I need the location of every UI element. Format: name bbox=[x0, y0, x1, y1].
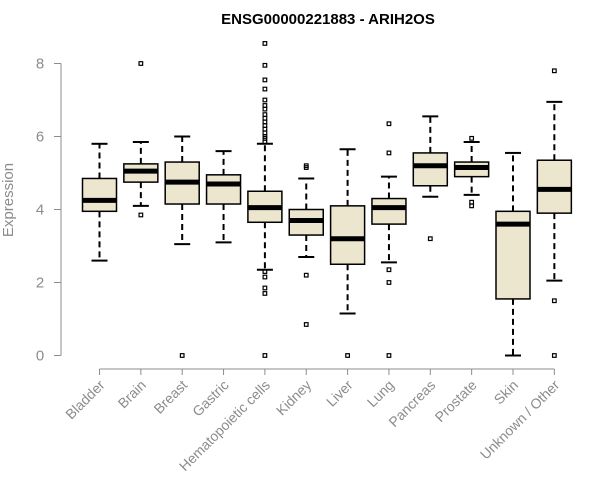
outlier-point bbox=[262, 269, 268, 274]
box-group bbox=[453, 135, 490, 209]
outlier-point bbox=[386, 150, 392, 156]
iqr-box bbox=[536, 159, 573, 214]
outlier-point bbox=[386, 353, 392, 358]
x-tick-label: Lung bbox=[364, 377, 397, 410]
outlier-point bbox=[427, 236, 433, 242]
y-axis-label: Expression bbox=[0, 163, 17, 237]
outlier-point bbox=[262, 291, 268, 296]
iqr-box bbox=[412, 152, 449, 187]
outlier-point bbox=[262, 103, 268, 108]
outlier-point bbox=[469, 199, 475, 205]
outlier-point bbox=[262, 86, 268, 92]
outlier-point bbox=[262, 97, 268, 103]
outlier-point bbox=[303, 322, 309, 327]
box-group bbox=[536, 68, 573, 358]
outlier-point bbox=[551, 68, 557, 74]
box-group bbox=[81, 142, 118, 262]
outlier-point bbox=[262, 285, 268, 291]
box-group bbox=[329, 148, 366, 358]
outlier-point bbox=[138, 212, 144, 218]
x-tick-label: Skin bbox=[491, 377, 522, 408]
box-group bbox=[123, 61, 159, 218]
box-group bbox=[412, 115, 449, 242]
x-tick-label: Kidney bbox=[273, 377, 315, 419]
outlier-point bbox=[386, 267, 392, 273]
outlier-point bbox=[262, 353, 268, 358]
box-group bbox=[205, 150, 242, 244]
outlier-point bbox=[262, 77, 268, 83]
x-tick-label: Brain bbox=[115, 377, 149, 411]
outlier-point bbox=[551, 353, 557, 358]
y-tick-label: 4 bbox=[36, 202, 44, 219]
x-tick-label: Breast bbox=[150, 377, 190, 417]
iqr-box bbox=[205, 174, 242, 205]
box-group bbox=[164, 135, 200, 358]
box-group bbox=[288, 163, 324, 327]
chart-title: ENSG00000221883 - ARIH2OS bbox=[221, 11, 435, 28]
y-tick-label: 2 bbox=[36, 275, 44, 292]
outlier-point bbox=[469, 135, 475, 141]
box-group bbox=[371, 121, 407, 358]
box-group bbox=[495, 151, 531, 357]
iqr-box bbox=[371, 197, 407, 225]
y-tick-label: 0 bbox=[36, 348, 44, 365]
x-tick-label: Liver bbox=[323, 377, 356, 410]
boxes-layer bbox=[81, 41, 573, 358]
y-axis: 0 2 4 6 8 bbox=[36, 56, 62, 365]
x-tick-label: Bladder bbox=[62, 377, 108, 423]
outlier-point bbox=[303, 163, 309, 169]
y-tick-label: 6 bbox=[36, 129, 44, 146]
box-group bbox=[247, 41, 283, 358]
iqr-box bbox=[81, 177, 118, 213]
outlier-point bbox=[345, 353, 350, 358]
outlier-point bbox=[551, 298, 557, 304]
x-tick-label: Prostate bbox=[432, 377, 480, 425]
iqr-box bbox=[329, 205, 366, 266]
outlier-point bbox=[386, 280, 392, 285]
outlier-point bbox=[262, 41, 268, 46]
outlier-point bbox=[262, 112, 268, 118]
outlier-point bbox=[179, 353, 185, 358]
outlier-point bbox=[303, 272, 309, 278]
outlier-point bbox=[386, 121, 392, 127]
outlier-point bbox=[262, 62, 268, 68]
outlier-point bbox=[262, 274, 268, 280]
outlier-point bbox=[138, 61, 144, 66]
y-tick-label: 8 bbox=[36, 56, 44, 73]
